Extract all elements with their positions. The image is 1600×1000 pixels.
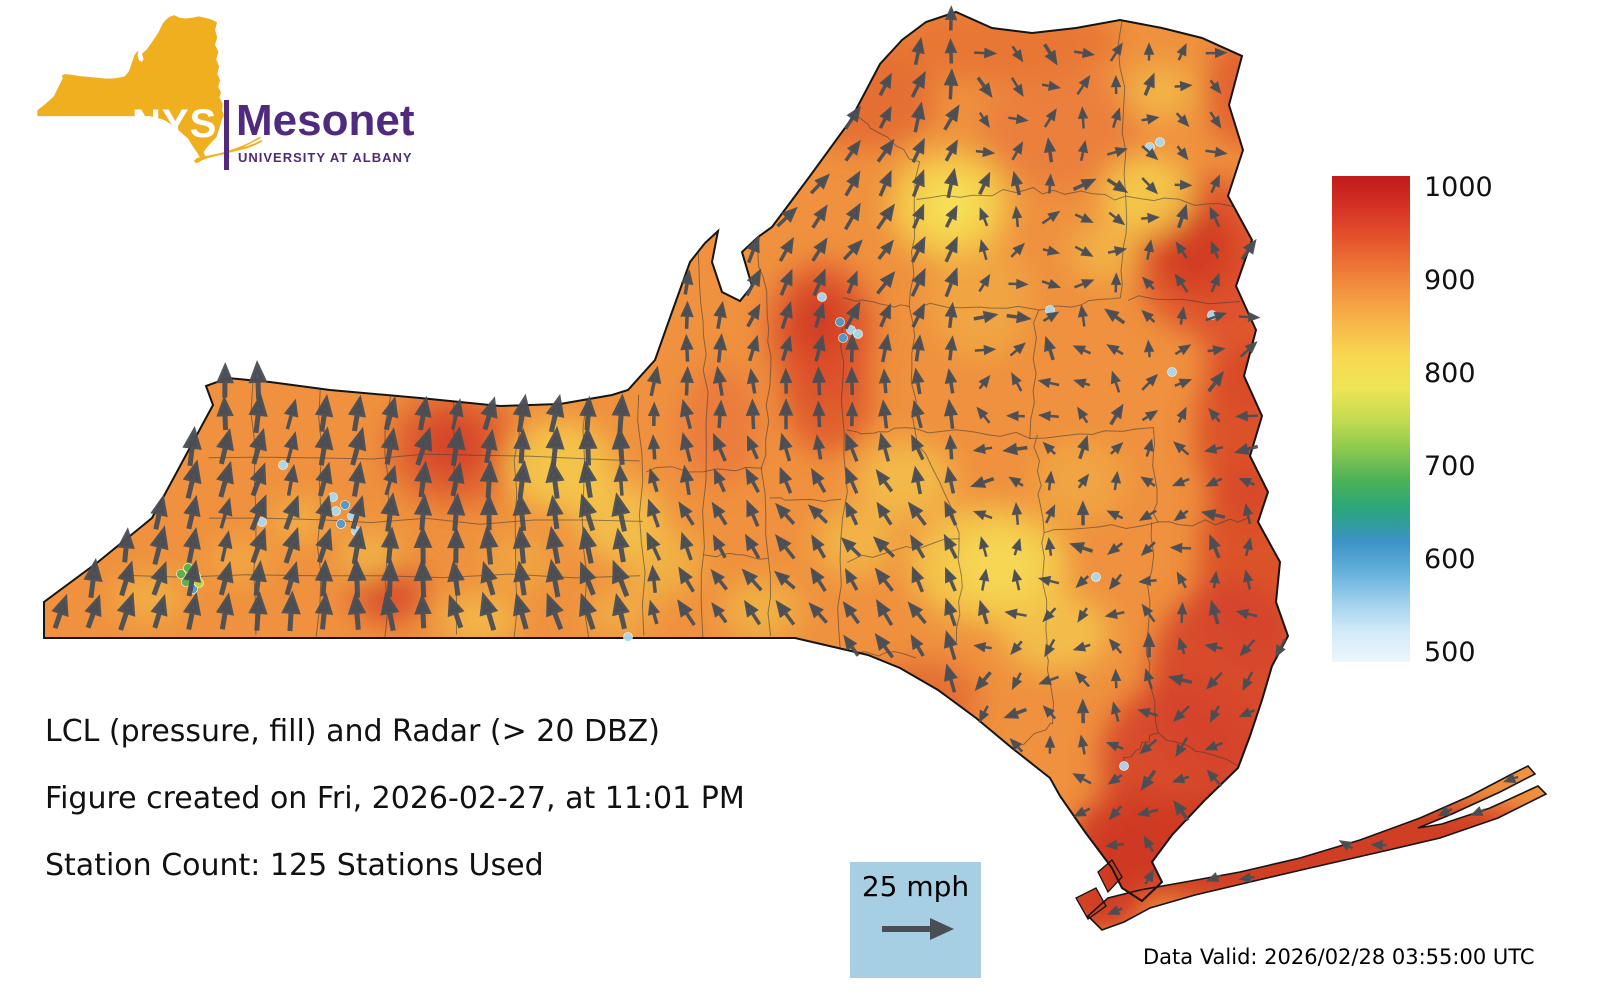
caption-variable: LCL (pressure, fill) and Radar (> 20 DBZ… (45, 714, 660, 749)
data-valid-text: Data Valid: 2026/02/28 03:55:00 UTC (1143, 945, 1535, 969)
caption-created: Figure created on Fri, 2026-02-27, at 11… (45, 781, 745, 816)
wind-speed-legend: 25 mph (850, 862, 981, 978)
ny-state-logo-shape-icon (37, 15, 263, 164)
nys-mesonet-logo: NYS Mesonet UNIVERSITY AT ALBANY (0, 0, 460, 200)
wind-vectors (51, 5, 1519, 915)
caption-station-count: Station Count: 125 Stations Used (45, 848, 544, 883)
wind-legend-arrow-icon (881, 918, 954, 940)
colorbar-labels: 1000 900 800 700 600 500 (1424, 171, 1493, 668)
logo-divider (224, 100, 229, 170)
state-outline (43, 10, 1548, 931)
logo-acronym: NYS (132, 102, 218, 146)
colorbar (1332, 176, 1410, 662)
county-borders (119, 19, 1250, 767)
logo-name: Mesonet (236, 96, 415, 145)
wind-legend-label: 25 mph (861, 870, 970, 903)
logo-subtitle: UNIVERSITY AT ALBANY (238, 150, 413, 165)
